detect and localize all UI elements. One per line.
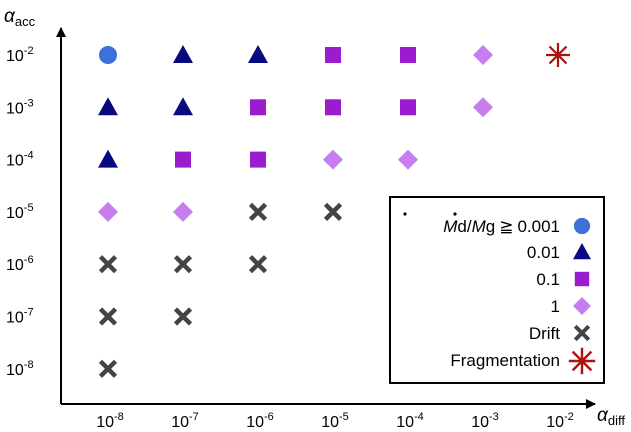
x-tick-label: 10-6 (246, 411, 274, 431)
legend-marker-c1 (574, 271, 590, 287)
x-axis-title: αdiff (597, 405, 625, 428)
y-tick-label: 10-5 (6, 202, 34, 222)
y-tick-label: 10-2 (6, 45, 34, 65)
point-c1x (173, 201, 193, 222)
point-c1 (325, 99, 341, 116)
legend-label-c01: 0.01 (527, 243, 560, 262)
point-drift (98, 255, 118, 274)
y-tick-label: 10-8 (6, 359, 34, 379)
y-tick-label: 10-4 (6, 150, 34, 170)
point-c1 (325, 47, 341, 63)
data-points (98, 43, 570, 378)
legend-label-c1: 0.1 (536, 270, 560, 289)
point-c1x (473, 97, 493, 118)
legend-marker-c01 (573, 243, 591, 260)
point-c1 (400, 99, 416, 116)
legend-header-md: M (443, 217, 458, 236)
legend-label-c1x: 1 (551, 297, 560, 316)
point-c01 (98, 149, 118, 168)
point-c1x (473, 45, 493, 65)
point-drift (98, 359, 118, 378)
point-c1 (175, 151, 191, 168)
legend-label-drift: Drift (529, 324, 560, 343)
legend-header-dot-2 (453, 212, 457, 216)
tick-labels: 10-8 10-7 10-6 10-5 10-4 10-3 10-2 10-2 10-3 10-4… (6, 45, 574, 431)
x-tick-label: 10-8 (96, 411, 124, 431)
point-drift (248, 255, 268, 274)
point-drift (323, 202, 343, 221)
x-axis-title-sub: diff (608, 413, 625, 428)
legend-header-op: ≧ (499, 217, 513, 236)
point-c1x (98, 201, 118, 222)
legend-marker-frag (568, 347, 596, 375)
point-drift (173, 255, 193, 274)
point-drift (173, 307, 193, 326)
point-drift (98, 307, 118, 326)
x-axis-title-base: α (597, 405, 609, 426)
legend-header: Md/Mg ≧ 0.001 (443, 217, 560, 236)
legend-marker-drift (573, 324, 591, 342)
x-tick-label: 10-7 (171, 411, 199, 431)
legend-marker-c1x (573, 297, 591, 315)
x-tick-label: 10-5 (321, 411, 349, 431)
legend-marker-c001 (573, 217, 591, 235)
x-tick-label: 10-4 (396, 411, 424, 431)
y-axis-title-sub: acc (15, 14, 36, 29)
y-tick-label: 10-7 (6, 307, 34, 327)
point-drift (248, 202, 268, 221)
point-c1x (323, 149, 343, 170)
y-tick-label: 10-3 (6, 97, 34, 117)
legend-box (389, 196, 605, 384)
point-frag (546, 43, 570, 67)
y-axis-title-base: α (4, 6, 16, 27)
legend-header-slash: / (467, 217, 472, 236)
legend-header-g: g (486, 217, 495, 236)
point-c01 (248, 45, 268, 63)
point-c01 (98, 97, 118, 116)
y-tick-label: 10-6 (6, 254, 34, 274)
legend: Md/Mg ≧ 0.001 0.01 0.1 1 Drift Fragmentati… (389, 196, 605, 384)
point-c1 (250, 151, 266, 168)
x-tick-label: 10-2 (546, 411, 574, 431)
x-tick-label: 10-3 (471, 411, 499, 431)
legend-header-mg: M (472, 217, 487, 236)
point-c001 (99, 46, 117, 64)
legend-label-frag: Fragmentation (450, 351, 560, 370)
point-c1 (400, 47, 416, 63)
legend-markers (568, 217, 596, 375)
point-c01 (173, 45, 193, 63)
point-c1x (398, 149, 418, 170)
point-c1 (250, 99, 266, 116)
point-c01 (173, 97, 193, 116)
y-axis-title: αacc (4, 6, 36, 29)
legend-header-d: d (457, 217, 466, 236)
legend-header-dot-1 (403, 212, 407, 216)
legend-label-c001: 0.001 (517, 217, 560, 236)
